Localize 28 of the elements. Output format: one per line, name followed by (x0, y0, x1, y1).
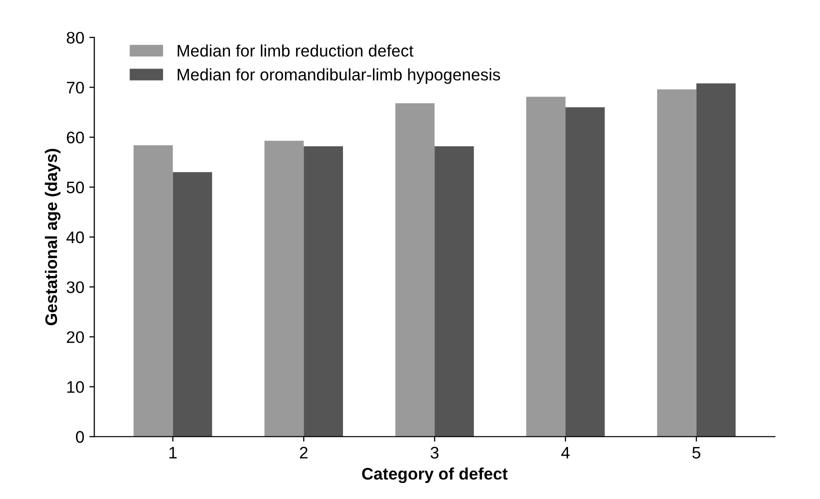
y-tick-label: 80 (66, 32, 84, 44)
legend-label: Median for oromandibular-limb hypogenesis (178, 68, 500, 84)
x-tick-label: 3 (430, 446, 438, 459)
y-tick-label: 0 (76, 431, 84, 443)
bar (657, 89, 696, 437)
x-tick-label: 1 (169, 446, 177, 458)
bar (696, 83, 736, 437)
bar (172, 172, 212, 437)
legend-label: Median for limb reduction defect (178, 44, 414, 57)
bar (526, 96, 566, 437)
y-tick-label: 60 (66, 132, 84, 144)
bar (134, 145, 173, 437)
bar (304, 146, 343, 437)
y-tick-label: 50 (66, 182, 84, 194)
x-tick-label: 2 (300, 446, 308, 458)
x-tick-label: 5 (692, 446, 700, 459)
y-tick-label: 70 (66, 82, 84, 94)
bar (434, 146, 474, 437)
x-tick-label: 4 (561, 446, 570, 458)
y-tick-label: 40 (66, 231, 84, 244)
x-axis-title: Category of defect (362, 467, 508, 484)
y-tick-label: 10 (67, 381, 84, 393)
y-tick-label: 20 (66, 331, 84, 344)
bar (264, 140, 304, 437)
y-tick-label: 30 (66, 281, 84, 294)
y-axis-title: Gestational age (days) (44, 148, 60, 326)
bar (565, 107, 605, 437)
bar (395, 103, 435, 437)
